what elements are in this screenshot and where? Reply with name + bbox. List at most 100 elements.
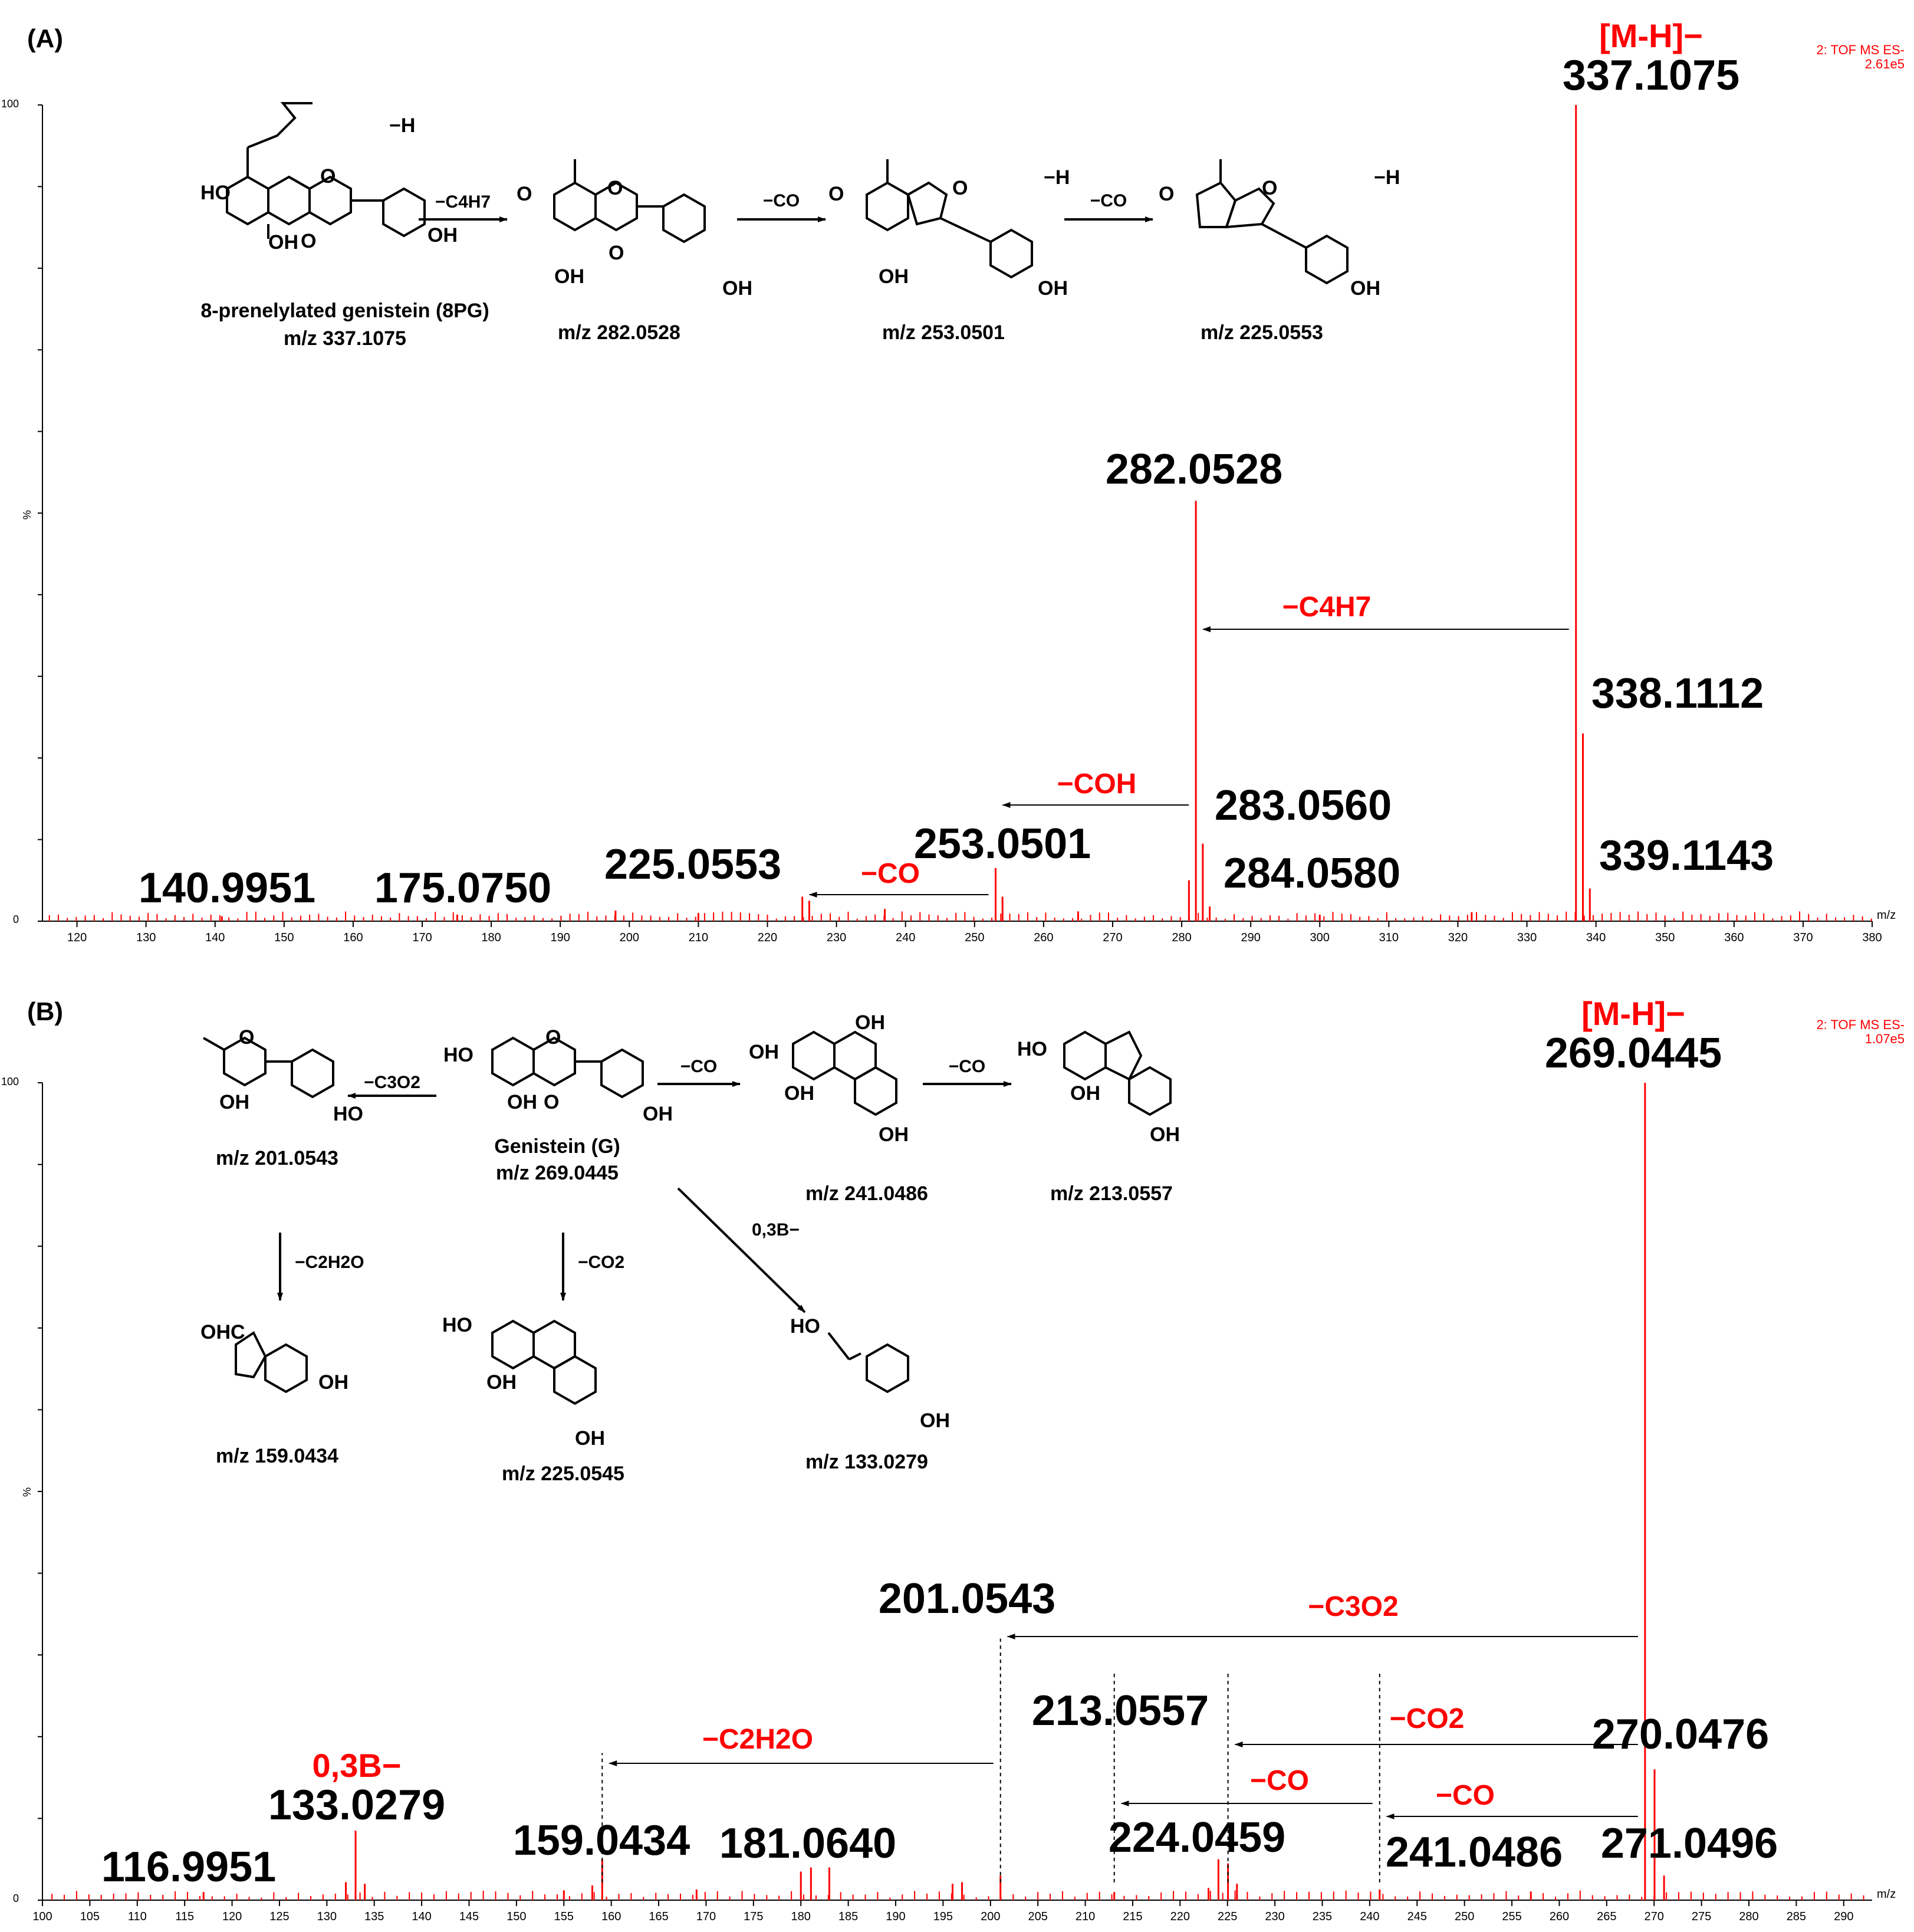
loss-label: −CO <box>1436 1780 1495 1811</box>
caption-8pg-name: 8-prenelylated genistein (8PG) <box>200 300 489 322</box>
atom-253-oh5: OH <box>879 265 909 288</box>
panel-a-loss-arrows: −C4H7 −COH −CO <box>808 592 1569 898</box>
peak-label: 339.1143 <box>1599 832 1774 879</box>
x-tick-label: 155 <box>554 1910 574 1923</box>
x-tick-label: 245 <box>1407 1910 1427 1923</box>
x-tick-label: 180 <box>481 931 501 944</box>
x-tick-label: 220 <box>1170 1910 1190 1923</box>
atom-8pg-oh4: OH <box>427 224 458 247</box>
x-tick-label: 280 <box>1172 931 1191 944</box>
panel-a-instrument: 2: TOF MS ES- <box>1816 42 1905 57</box>
x-tick-label: 140 <box>412 1910 431 1923</box>
x-tick-label: 370 <box>1793 931 1813 944</box>
caption-225-mz: m/z 225.0553 <box>1201 321 1323 344</box>
peak-label: 337.1075 <box>1563 52 1739 99</box>
atom-241-oh9: OH <box>855 1011 885 1034</box>
peak-label: 224.0459 <box>1109 1814 1285 1861</box>
atom-225-oh4: OH <box>1350 277 1380 300</box>
peak-label: 338.1112 <box>1591 670 1764 717</box>
atom-241-oh5: OH <box>784 1082 814 1105</box>
atom-225b-oh5: OH <box>486 1371 517 1394</box>
rxn-b-c3o2: −C3O2 <box>364 1073 420 1092</box>
x-tick-label: 165 <box>649 1910 668 1923</box>
panel-a-scheme: HO OH OH O O −H 8-prenelylated genistein… <box>200 102 1400 350</box>
peak-label: 159.0434 <box>513 1817 690 1864</box>
x-tick-label: 185 <box>838 1910 858 1923</box>
rxn-a-loss-3: −CO <box>1090 191 1127 211</box>
molecule-282: O O O OH OH m/z 282.0528 <box>517 159 752 344</box>
peak-label: 253.0501 <box>914 820 1091 868</box>
x-tick-label: 240 <box>896 931 915 944</box>
x-tick-label: 250 <box>1455 1910 1474 1923</box>
atom-159-oh: OH <box>318 1371 348 1394</box>
x-tick-label: 195 <box>933 1910 953 1923</box>
x-tick-label: 310 <box>1379 931 1399 944</box>
atom-225-o1: O <box>1262 177 1277 199</box>
x-tick-label: 180 <box>791 1910 811 1923</box>
atom-282-o4: O <box>609 242 624 264</box>
x-tick-label: 275 <box>1692 1910 1711 1923</box>
atom-225b-ho: HO <box>442 1314 472 1336</box>
atom-201-o1: O <box>239 1026 254 1049</box>
atom-282-o: O <box>517 183 532 205</box>
rxn-b-co-1: −CO <box>680 1057 718 1076</box>
atom-241-oh4: OH <box>879 1123 909 1146</box>
x-tick-label: 170 <box>412 931 432 944</box>
x-tick-label: 150 <box>274 931 294 944</box>
atom-213-ho: HO <box>1017 1038 1047 1060</box>
x-tick-label: 230 <box>827 931 846 944</box>
x-tick-label: 140 <box>205 931 225 944</box>
molecule-225: O O OH −H m/z 225.0553 <box>1159 159 1400 344</box>
loss-label: −CO <box>1250 1765 1309 1796</box>
x-tick-label: 340 <box>1586 931 1606 944</box>
caption-8pg-mz: m/z 337.1075 <box>284 327 406 350</box>
molecule-213: HO OH OH m/z 213.0557 <box>1017 1030 1180 1205</box>
rxn-b-co-2: −CO <box>949 1057 986 1076</box>
x-tick-label: 270 <box>1103 931 1122 944</box>
x-axis-label: m/z <box>1877 909 1896 922</box>
x-tick-label: 205 <box>1028 1910 1047 1923</box>
panel-b-ylabel: % <box>21 1487 33 1497</box>
x-tick-label: 200 <box>620 931 639 944</box>
x-tick-label: 160 <box>343 931 363 944</box>
x-tick-label: 230 <box>1265 1910 1284 1923</box>
peak-label: 283.0560 <box>1215 782 1392 829</box>
peak-label: 175.0750 <box>374 865 551 912</box>
molecule-159: OHC OH m/z 159.0434 <box>200 1321 348 1467</box>
panel-a: (A) 2: TOF MS ES- 2.61e5 100 % 0 120 130 1… <box>1 17 1905 944</box>
caption-282-mz: m/z 282.0528 <box>558 321 680 344</box>
atom-282-o1: O <box>607 177 623 199</box>
peak-label: 140.9951 <box>139 865 315 912</box>
atom-8pg-o4: O <box>301 230 316 252</box>
x-tick-label: 145 <box>459 1910 479 1923</box>
rxn-b-03b: 0,3B− <box>752 1220 800 1240</box>
loss-label: −COH <box>1057 768 1137 800</box>
molecule-133: HO OH m/z 133.0279 <box>790 1315 950 1473</box>
atom-213-oh5: OH <box>1070 1082 1100 1105</box>
x-tick-label: 190 <box>886 1910 905 1923</box>
panel-b-peak-labels: 269.0445[M-H]−270.0476133.02790,3B−201.0… <box>101 995 1778 1891</box>
peak-label: 181.0640 <box>719 1820 896 1867</box>
panel-b: (B) 2: TOF MS ES- 1.07e5 100 % 0 100 105 1… <box>1 995 1905 1923</box>
loss-label: −CO <box>861 858 920 889</box>
caption-241-mz: m/z 241.0486 <box>805 1182 928 1205</box>
rxn-a-loss-1: −C4H7 <box>435 192 491 212</box>
peak-label: 282.0528 <box>1106 446 1282 493</box>
x-tick-label: 215 <box>1123 1910 1142 1923</box>
peak-label: 116.9951 <box>101 1844 276 1891</box>
x-tick-label: 135 <box>364 1910 384 1923</box>
x-tick-label: 190 <box>551 931 570 944</box>
panel-a-peaks <box>48 105 1872 921</box>
loss-label: −C3O2 <box>1308 1591 1398 1622</box>
x-tick-label: 125 <box>269 1910 289 1923</box>
x-tick-label: 130 <box>136 931 156 944</box>
loss-label: −C2H2O <box>702 1724 813 1755</box>
loss-label: −CO2 <box>1390 1703 1465 1734</box>
atom-g-o4: O <box>544 1091 559 1113</box>
x-tick-label: 115 <box>175 1910 194 1923</box>
x-tick-label: 235 <box>1313 1910 1332 1923</box>
atom-201-o4: OH <box>219 1091 249 1113</box>
x-tick-label: 360 <box>1724 931 1744 944</box>
x-tick-label: 255 <box>1502 1910 1521 1923</box>
